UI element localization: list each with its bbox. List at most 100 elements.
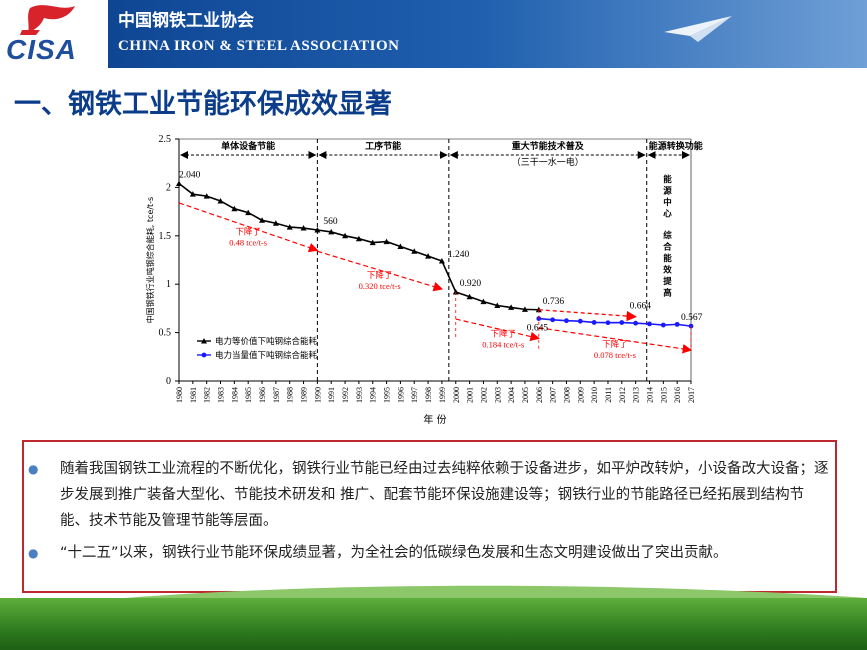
drop-arrow [317, 250, 444, 292]
vertical-note-char: 合 [662, 242, 672, 253]
bullet-text-1: 随着我国钢铁工业流程的不断优化，钢铁行业节能已经由过去纯粹依赖于设备进步，如平炉… [60, 461, 829, 529]
data-label: 0.920 [460, 279, 482, 289]
series-point-triangle [203, 193, 210, 199]
y-axis-label: 中国钢铁行业吨钢综合能耗, tce/t-s [145, 197, 155, 323]
series-point-triangle [342, 232, 349, 239]
x-tick-label: 2002 [479, 387, 488, 403]
vertical-note-char: 提 [663, 276, 672, 287]
x-tick-label: 2003 [493, 387, 502, 403]
logo-text: CISA [6, 34, 77, 65]
org-name-en: CHINA IRON & STEEL ASSOCIATION [118, 38, 400, 54]
series-point-triangle [176, 180, 182, 187]
energy-consumption-chart: 0 0.5 1 1.5 2 2.5 1980 1981 1982 1983 1984 1985 1986… [145, 134, 703, 426]
series-point-triangle [425, 253, 432, 259]
drop-label: 下降了 [235, 227, 261, 238]
x-tick-label: 1982 [203, 387, 212, 403]
series-point-triangle [217, 197, 224, 204]
drop-value: 0.078 tce/t-s [594, 350, 636, 360]
series-point-circle [674, 321, 680, 327]
data-label: 0.567 [681, 313, 703, 323]
x-tick-label: 1980 [175, 387, 184, 403]
series-point-circle [591, 320, 597, 325]
data-label: 0.645 [527, 324, 549, 334]
vertical-note-char: 综 [663, 230, 672, 241]
series-point-triangle [272, 220, 279, 226]
series-line-2 [538, 317, 692, 327]
series-point-triangle [245, 209, 252, 216]
x-tick-label: 2004 [507, 387, 516, 403]
data-label: 0.664 [630, 302, 652, 312]
x-tick-label: 1987 [272, 387, 281, 403]
series-point-triangle [383, 238, 390, 245]
x-tick-label: 1989 [300, 387, 309, 403]
x-tick-label: 2017 [687, 387, 696, 403]
series-point-triangle [397, 243, 404, 249]
y-tick-label: 1.5 [159, 231, 172, 242]
series-point-triangle [411, 248, 418, 254]
vertical-note-char: 心 [663, 209, 672, 220]
series-point-triangle [259, 217, 266, 223]
x-tick-label: 2000 [452, 387, 461, 403]
bullet-text-2: “十二五”以来，钢铁行业节能环保成绩显著，为全社会的低碳绿色发展和生态文明建设做… [60, 545, 728, 561]
x-tick-label: 2011 [604, 387, 613, 403]
vertical-note-char: 能 [663, 253, 672, 264]
legend-label-1: 电力等价值下吨钢综合能耗 [215, 336, 318, 347]
series-point-triangle [438, 257, 445, 264]
paper-plane-icon [664, 16, 732, 42]
x-tick-label: 1984 [230, 387, 239, 403]
vertical-note-char: 源 [663, 186, 672, 197]
series-point-triangle [480, 298, 487, 305]
series-point-circle [619, 320, 625, 325]
drop-value: 0.184 tce/t-s [482, 340, 524, 350]
vertical-note-char: 效 [663, 265, 672, 276]
phase-label: 工序节能 [365, 140, 401, 152]
org-name-cn: 中国钢铁工业协会 [118, 11, 254, 31]
bullet-item-1: ● 随着我国钢铁工业流程的不断优化，钢铁行业节能已经由过去纯粹依赖于设备进步，如… [28, 456, 830, 534]
series-point-triangle [314, 226, 321, 233]
drop-value: 0.320 tce/t-s [359, 281, 401, 291]
x-tick-label: 1992 [341, 387, 350, 403]
x-tick-label: 1988 [286, 387, 295, 403]
y-tick-label: 1 [166, 279, 171, 290]
series-point-triangle [508, 304, 515, 310]
x-tick-label: 2013 [632, 387, 641, 403]
x-axis-label: 年 份 [423, 413, 446, 426]
phase-sublabel: （三干一水一电） [512, 156, 584, 168]
phase-label: 重大节能技术普及 [512, 140, 585, 152]
drop-label: 下降了 [602, 339, 628, 350]
series-point-triangle [452, 288, 459, 295]
y-tick-label: 0 [166, 376, 171, 387]
header-banner: CISA 中国钢铁工业协会 CHINA IRON & STEEL ASSOCIA… [0, 0, 867, 68]
drop-arrow [538, 327, 693, 354]
vertical-note-char: 中 [663, 197, 672, 208]
bullet-dot-icon: ● [28, 462, 39, 476]
x-tick-label: 1997 [410, 387, 419, 403]
x-tick-label: 2009 [576, 387, 585, 403]
logo-flag-icon [20, 5, 75, 35]
x-tick-label: 2010 [590, 387, 599, 403]
improvement-arrow [538, 309, 637, 322]
x-tick-label: 2005 [521, 387, 530, 403]
series-point-triangle [466, 293, 473, 300]
data-label: 2.040 [179, 171, 201, 181]
y-tick-label: 2.5 [159, 134, 172, 145]
x-tick-label: 2008 [562, 387, 571, 403]
x-tick-label: 2012 [618, 387, 627, 403]
series-point-triangle [521, 306, 528, 312]
x-tick-label: 1981 [189, 387, 198, 403]
legend-marker-1 [201, 338, 207, 344]
drop-value: 0.48 tce/t-s [229, 238, 267, 248]
cisa-logo: CISA [0, 0, 108, 68]
series-point-triangle [355, 235, 362, 242]
series-point-circle [564, 318, 569, 324]
x-tick-label: 1986 [258, 387, 267, 403]
data-label: 1.240 [448, 250, 470, 260]
x-tick-label: 1990 [313, 387, 322, 403]
series-point-circle [577, 318, 583, 324]
series-point-triangle [300, 225, 307, 231]
legend-label-2: 电力当量值下吨钢综合能耗 [215, 350, 318, 361]
series-point-circle [550, 317, 556, 323]
x-tick-label: 2014 [645, 387, 654, 403]
y-tick-label: 0.5 [159, 328, 172, 339]
series-point-circle [633, 320, 639, 326]
